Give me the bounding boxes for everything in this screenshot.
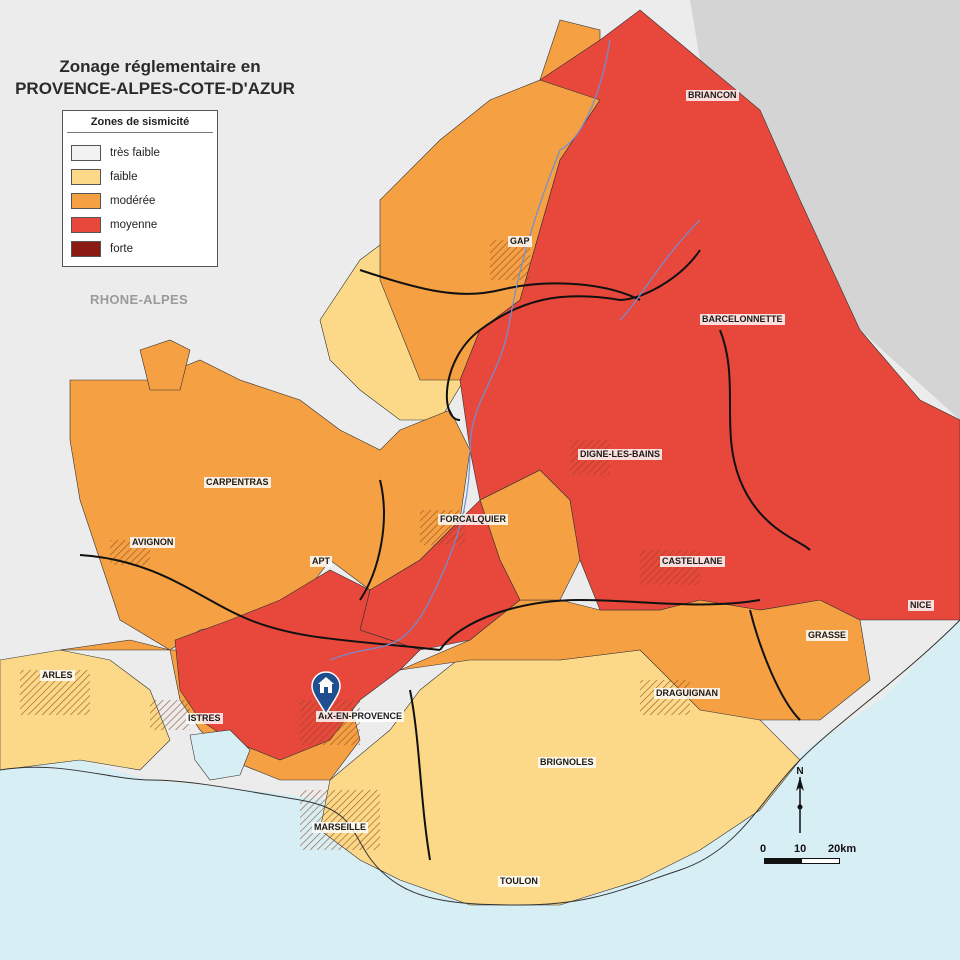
scale-tick: 10 bbox=[794, 843, 807, 855]
city-label[interactable]: GAP bbox=[508, 236, 532, 247]
swatch-faible bbox=[71, 169, 101, 185]
etang-de-berre bbox=[189, 729, 251, 781]
neighbor-region-label: RHONE-ALPES bbox=[90, 292, 188, 307]
legend-label: forte bbox=[110, 243, 134, 255]
italy-area bbox=[690, 0, 960, 420]
legend-title: Zones de sismicité bbox=[67, 111, 213, 133]
city-label[interactable]: ARLES bbox=[40, 670, 75, 681]
city-label[interactable]: MARSEILLE bbox=[312, 822, 369, 833]
legend-item-tres-faible: très faible bbox=[71, 144, 160, 162]
hatch-marseille bbox=[300, 790, 380, 850]
north-arrow: N bbox=[793, 766, 807, 836]
city-label[interactable]: GRASSE bbox=[806, 630, 849, 641]
scale-tick: 0 bbox=[760, 843, 767, 855]
legend-item-forte: forte bbox=[71, 240, 133, 258]
city-label[interactable]: APT bbox=[310, 556, 332, 567]
swatch-tres-faible bbox=[71, 145, 101, 161]
city-label[interactable]: AVIGNON bbox=[130, 537, 176, 548]
city-label[interactable]: ISTRES bbox=[186, 713, 223, 724]
city-label[interactable]: CASTELLANE bbox=[660, 556, 725, 567]
coastline bbox=[0, 619, 960, 906]
legend-item-moderee: modérée bbox=[71, 192, 155, 210]
city-label[interactable]: BRIGNOLES bbox=[538, 757, 596, 768]
city-label[interactable]: AIX-EN-PROVENCE bbox=[316, 711, 405, 722]
city-label[interactable]: DRAGUIGNAN bbox=[654, 688, 720, 699]
river bbox=[329, 39, 701, 661]
city-label[interactable]: FORCALQUIER bbox=[438, 514, 508, 525]
city-label[interactable]: CARPENTRAS bbox=[204, 477, 271, 488]
city-label[interactable]: BRIANCON bbox=[686, 90, 739, 101]
map-title: Zonage réglementaire en PROVENCE-ALPES-C… bbox=[0, 56, 320, 100]
city-label[interactable]: DIGNE-LES-BAINS bbox=[578, 449, 663, 460]
legend-label: moyenne bbox=[110, 219, 158, 231]
swatch-moderee bbox=[71, 193, 101, 209]
city-label[interactable]: NICE bbox=[908, 600, 934, 611]
legend-item-faible: faible bbox=[71, 168, 138, 186]
legend-label: très faible bbox=[110, 147, 160, 159]
scale-bar-graphic bbox=[764, 858, 840, 864]
swatch-moyenne bbox=[71, 217, 101, 233]
sea bbox=[0, 620, 960, 960]
department-boundary bbox=[79, 249, 811, 861]
north-arrow-icon bbox=[796, 777, 804, 833]
legend-item-moyenne: moyenne bbox=[71, 216, 157, 234]
legend: Zones de sismicité très faible faible mo… bbox=[62, 110, 218, 267]
title-line-2: PROVENCE-ALPES-COTE-D'AZUR bbox=[15, 79, 295, 98]
zone-moyenne-aix bbox=[174, 569, 421, 761]
zone-moderee-islet bbox=[139, 339, 191, 391]
city-label[interactable]: TOULON bbox=[498, 876, 540, 887]
title-line-1: Zonage réglementaire en bbox=[59, 57, 261, 76]
swatch-forte bbox=[71, 241, 101, 257]
hatch-castellane bbox=[640, 550, 700, 585]
legend-label: modérée bbox=[110, 195, 156, 207]
city-label[interactable]: BARCELONNETTE bbox=[700, 314, 785, 325]
scale-tick: 20km bbox=[828, 843, 857, 855]
north-label: N bbox=[796, 766, 804, 777]
legend-label: faible bbox=[110, 171, 138, 183]
home-marker-icon[interactable] bbox=[311, 671, 341, 715]
hatch-istres bbox=[150, 700, 190, 730]
